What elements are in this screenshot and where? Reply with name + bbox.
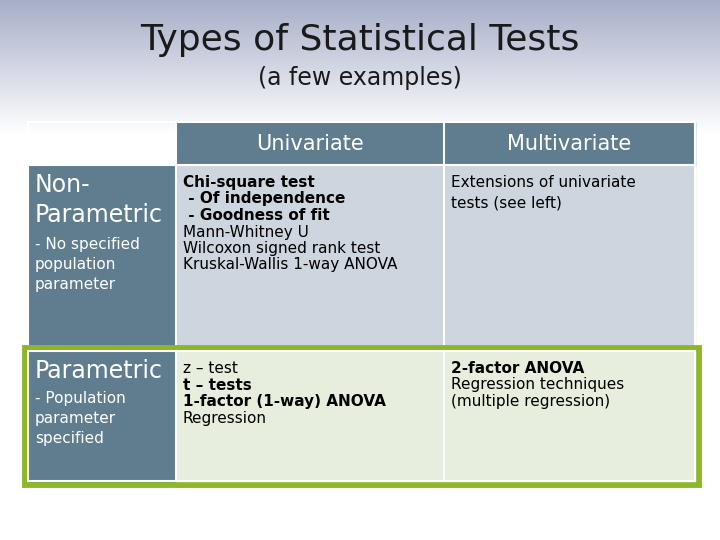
Text: Regression: Regression <box>183 410 267 426</box>
Text: t – tests: t – tests <box>183 377 252 393</box>
Text: Chi-square test: Chi-square test <box>183 175 315 190</box>
Bar <box>444 122 695 165</box>
Bar <box>444 165 695 351</box>
Bar <box>24 347 699 485</box>
Text: Wilcoxon signed rank test: Wilcoxon signed rank test <box>183 241 380 256</box>
Text: (multiple regression): (multiple regression) <box>451 394 610 409</box>
Text: 2-factor ANOVA: 2-factor ANOVA <box>451 361 584 376</box>
Text: Univariate: Univariate <box>256 133 364 153</box>
Text: Kruskal-Wallis 1-way ANOVA: Kruskal-Wallis 1-way ANOVA <box>183 258 397 273</box>
Bar <box>176 165 444 351</box>
Text: Types of Statistical Tests: Types of Statistical Tests <box>140 23 580 57</box>
Text: z – test: z – test <box>183 361 238 376</box>
Text: 1-factor (1-way) ANOVA: 1-factor (1-way) ANOVA <box>183 394 386 409</box>
Bar <box>0 135 720 540</box>
Text: - Goodness of fit: - Goodness of fit <box>183 208 330 223</box>
Text: Regression techniques: Regression techniques <box>451 377 624 393</box>
Bar <box>176 351 444 481</box>
Text: Non-
Parametric: Non- Parametric <box>35 173 163 227</box>
Bar <box>176 122 444 165</box>
Text: - Of independence: - Of independence <box>183 192 346 206</box>
Bar <box>444 351 695 481</box>
Text: (a few examples): (a few examples) <box>258 66 462 90</box>
Text: Parametric: Parametric <box>35 359 163 383</box>
Bar <box>28 351 176 481</box>
Text: Multivariate: Multivariate <box>508 133 631 153</box>
Text: Extensions of univariate
tests (see left): Extensions of univariate tests (see left… <box>451 175 636 211</box>
Text: - Population
parameter
specified: - Population parameter specified <box>35 391 126 446</box>
Text: Mann-Whitney U: Mann-Whitney U <box>183 225 309 240</box>
Text: - No specified
population
parameter: - No specified population parameter <box>35 237 140 292</box>
Bar <box>24 347 699 485</box>
Bar <box>28 165 176 351</box>
